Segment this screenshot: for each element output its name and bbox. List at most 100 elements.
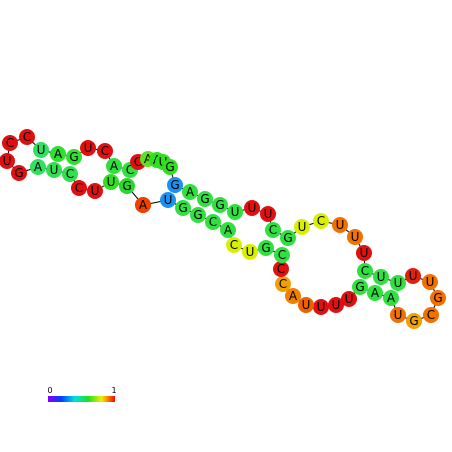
nucleotide <box>226 237 242 253</box>
nucleotide-label: A <box>139 198 148 212</box>
nucleotide <box>352 279 368 295</box>
nucleotide-label: U <box>298 220 307 234</box>
nucleotide-label: C <box>279 277 287 291</box>
nucleotide-label: U <box>107 175 116 189</box>
nucleotide <box>175 200 191 216</box>
nucleotide <box>212 197 228 213</box>
nucleotide <box>265 222 281 238</box>
nucleotide-label: C <box>6 136 14 150</box>
nucleotide-label: G <box>122 179 131 193</box>
nucleotide-label: U <box>246 245 255 259</box>
nucleotide <box>119 178 135 194</box>
nucleotide <box>357 263 373 279</box>
nucleotide-label: C <box>134 155 142 169</box>
nucleotide <box>162 159 178 175</box>
nucleotide-label: U <box>84 141 93 155</box>
colorbar-min: 0 <box>47 386 52 395</box>
nucleotide <box>80 140 96 156</box>
nucleotide-label: U <box>91 184 100 198</box>
nucleotide-label: G <box>170 178 179 192</box>
nucleotide-label: A <box>110 159 119 173</box>
nucleotide-label: U <box>3 154 12 168</box>
nucleotide <box>406 313 422 329</box>
nucleotide <box>62 166 78 182</box>
nucleotide <box>97 143 113 159</box>
nucleotide-label: C <box>209 215 217 229</box>
nucleotide-label: U <box>377 270 386 284</box>
nucleotide-label: A <box>186 185 195 199</box>
nucleotide <box>30 159 46 175</box>
nucleotide <box>167 177 183 193</box>
nucleotide-label: C <box>23 130 31 144</box>
colorbar <box>48 396 115 402</box>
nucleotide-label: C <box>277 262 285 276</box>
nucleotide <box>182 184 198 200</box>
nucleotide-label: U <box>360 246 369 260</box>
nucleotide-label: U <box>345 292 354 306</box>
nucleotide <box>66 149 82 165</box>
nucleotide <box>430 290 446 306</box>
nucleotide-label: C <box>101 144 109 158</box>
nucleotide <box>313 299 329 315</box>
nucleotide-label: U <box>50 163 59 177</box>
nucleotide <box>390 275 406 291</box>
nucleotide <box>197 191 213 207</box>
nucleotide <box>332 217 348 233</box>
nucleotide <box>103 174 119 190</box>
nucleotide-label: G <box>200 192 209 206</box>
nucleotide <box>280 230 296 246</box>
nucleotide <box>2 135 18 151</box>
nucleotide <box>242 244 258 260</box>
nucleotide-label: C <box>427 308 435 322</box>
nucleotide-label: A <box>289 289 298 303</box>
nucleotide-label: U <box>164 193 173 207</box>
nucleotide <box>390 307 406 323</box>
nucleotide-label: U <box>264 207 273 221</box>
nucleotide-label: G <box>193 208 202 222</box>
nucleotide-label: G <box>165 160 174 174</box>
nucleotide-label: C <box>278 248 286 262</box>
nucleotide <box>46 162 62 178</box>
nucleotide-label: U <box>409 269 418 283</box>
nucleotide-label: G <box>215 198 224 212</box>
nucleotide <box>367 285 383 301</box>
nucleotide <box>294 219 310 235</box>
nucleotide <box>356 245 372 261</box>
nucleotide <box>313 213 329 229</box>
nucleotide <box>341 291 357 307</box>
nucleotide <box>190 207 206 223</box>
nucleotide <box>260 206 276 222</box>
nucleotide <box>328 297 344 313</box>
nucleotide-label: A <box>387 291 396 305</box>
nucleotide <box>135 197 151 213</box>
nucleotide <box>275 276 291 292</box>
nucleotide-label: G <box>261 241 270 255</box>
nucleotide-label: U <box>332 298 341 312</box>
nucleotide <box>422 274 438 290</box>
nucleotide-label: G <box>283 231 292 245</box>
nucleotide <box>423 307 439 323</box>
nucleotide-label: A <box>34 160 43 174</box>
nucleotide <box>71 180 87 196</box>
nucleotide-label: U <box>37 143 46 157</box>
nucleotide-label: C <box>126 163 134 177</box>
nucleotide-label: G <box>433 291 442 305</box>
nucleotide <box>87 183 103 199</box>
nucleotide <box>298 297 314 313</box>
nucleotide-label: U <box>302 298 311 312</box>
nucleotide <box>11 165 27 181</box>
nucleotide-label: C <box>317 214 325 228</box>
nucleotides: AGUUCCUAGUCCUAGUCACCAAUGGAGGUUUCGUCUUUCU… <box>0 129 446 329</box>
nucleotide-label: A <box>144 152 153 166</box>
nucleotide-label: U <box>394 276 403 290</box>
nucleotide <box>244 200 260 216</box>
nucleotide <box>347 229 363 245</box>
nucleotide-label: G <box>178 201 187 215</box>
nucleotide <box>285 288 301 304</box>
nucleotide <box>160 192 176 208</box>
nucleotide <box>274 247 290 263</box>
nucleotide-label: A <box>371 286 380 300</box>
nucleotide <box>33 142 49 158</box>
